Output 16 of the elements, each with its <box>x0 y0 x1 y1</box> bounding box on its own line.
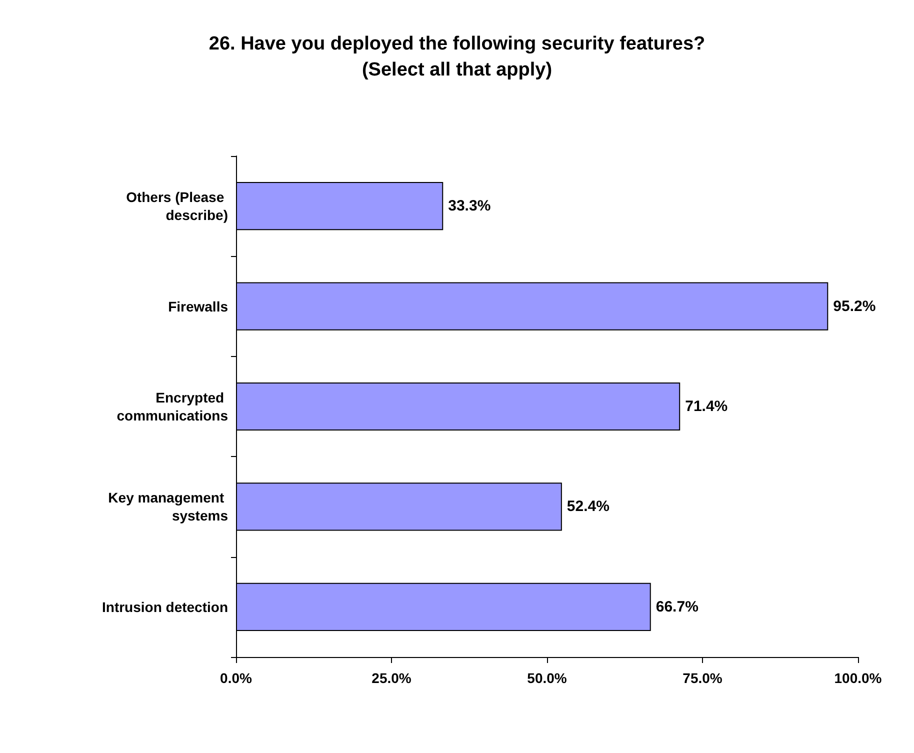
x-tick-label: 0.0% <box>220 670 252 686</box>
x-tick-label: 25.0% <box>372 670 412 686</box>
y-tick-label: Firewalls <box>168 298 228 314</box>
x-tick-label: 75.0% <box>682 670 723 686</box>
y-tick-label: Intrusion detection <box>102 598 228 615</box>
x-tick-label: 100.0% <box>834 670 882 686</box>
data-label: 66.7% <box>656 598 698 616</box>
data-label: 33.3% <box>448 198 491 215</box>
data-label: 71.4% <box>685 398 728 415</box>
y-tick-label: Encrypted communications <box>116 390 228 424</box>
data-label: 52.4% <box>566 498 610 516</box>
y-tick-label: Others (Please describe) <box>126 189 228 224</box>
data-label: 95.2% <box>833 298 876 315</box>
y-tick-label: Key management systems <box>108 490 228 524</box>
chart-title: 26. Have you deployed the following security features? (Select all that apply) <box>208 34 706 80</box>
x-tick-label: 50.0% <box>527 670 568 686</box>
